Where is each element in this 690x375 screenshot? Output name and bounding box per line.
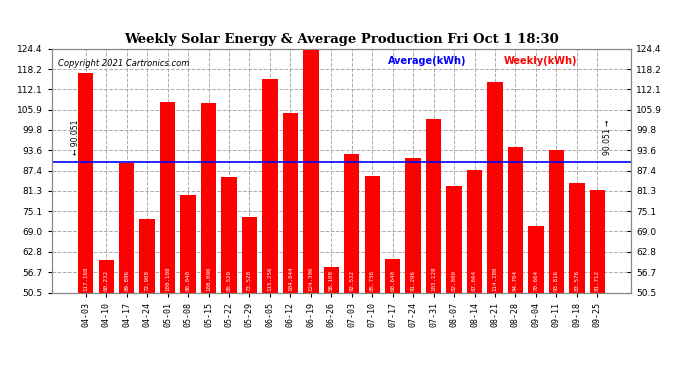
Text: 108.096: 108.096 [206,266,211,291]
Text: 89.896: 89.896 [124,270,129,291]
Text: Weekly(kWh): Weekly(kWh) [504,56,578,66]
Text: 124.396: 124.396 [308,266,313,291]
Bar [241,217,257,375]
Bar [119,162,135,375]
Bar [487,82,503,375]
Bar [303,49,319,375]
Text: 83.576: 83.576 [574,270,580,291]
Text: 91.296: 91.296 [411,270,415,291]
Text: 93.816: 93.816 [554,270,559,291]
Bar [590,189,605,375]
Bar [529,226,544,375]
Bar [201,102,216,375]
Bar [364,176,380,375]
Bar [467,170,482,375]
Bar [549,150,564,375]
Text: 82.880: 82.880 [451,270,457,291]
Text: 58.108: 58.108 [329,270,334,291]
Text: 90.051 →: 90.051 → [603,120,612,156]
Text: 81.712: 81.712 [595,270,600,291]
Bar [283,113,298,375]
Bar [385,259,400,375]
Text: 80.040: 80.040 [186,270,190,291]
Text: 94.704: 94.704 [513,270,518,291]
Bar [508,147,523,375]
Text: 60.640: 60.640 [391,270,395,291]
Text: 92.532: 92.532 [349,270,354,291]
Text: 117.168: 117.168 [83,266,88,291]
Bar [99,260,114,375]
Bar [324,267,339,375]
Text: 108.108: 108.108 [165,266,170,291]
Text: 115.256: 115.256 [268,266,273,291]
Bar [160,102,175,375]
Bar [569,183,584,375]
Bar [406,158,421,375]
Title: Weekly Solar Energy & Average Production Fri Oct 1 18:30: Weekly Solar Energy & Average Production… [124,33,559,46]
Text: 73.520: 73.520 [247,270,252,291]
Text: 70.664: 70.664 [533,270,538,291]
Text: ← 90.051: ← 90.051 [71,120,80,156]
Text: 60.232: 60.232 [104,270,109,291]
Bar [180,195,196,375]
Bar [221,177,237,375]
Text: 85.520: 85.520 [226,270,232,291]
Text: 114.280: 114.280 [493,266,497,291]
Text: 104.844: 104.844 [288,266,293,291]
Text: Copyright 2021 Cartronics.com: Copyright 2021 Cartronics.com [57,58,189,68]
Bar [78,73,93,375]
Text: 87.664: 87.664 [472,270,477,291]
Text: 103.128: 103.128 [431,266,436,291]
Text: 85.736: 85.736 [370,270,375,291]
Bar [262,79,277,375]
Bar [139,219,155,375]
Bar [446,186,462,375]
Bar [344,154,359,375]
Text: 72.908: 72.908 [145,270,150,291]
Text: Average(kWh): Average(kWh) [388,56,466,66]
Bar [426,119,442,375]
